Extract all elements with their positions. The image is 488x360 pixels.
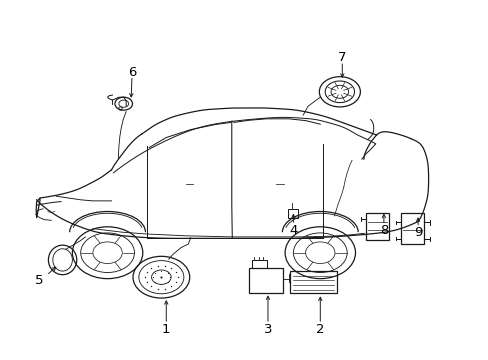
Text: 9: 9: [413, 226, 422, 239]
Text: 2: 2: [315, 323, 324, 336]
Bar: [251, 260, 266, 268]
Bar: [287, 209, 298, 218]
Text: 3: 3: [263, 323, 272, 336]
Text: 6: 6: [127, 66, 136, 78]
Text: 8: 8: [379, 224, 387, 237]
Bar: [249, 268, 282, 293]
Bar: [400, 213, 424, 244]
Bar: [365, 213, 388, 240]
Text: 7: 7: [337, 51, 346, 64]
Text: 5: 5: [35, 274, 43, 287]
Text: 1: 1: [162, 323, 170, 336]
Bar: [290, 271, 336, 293]
Text: 4: 4: [288, 224, 297, 237]
